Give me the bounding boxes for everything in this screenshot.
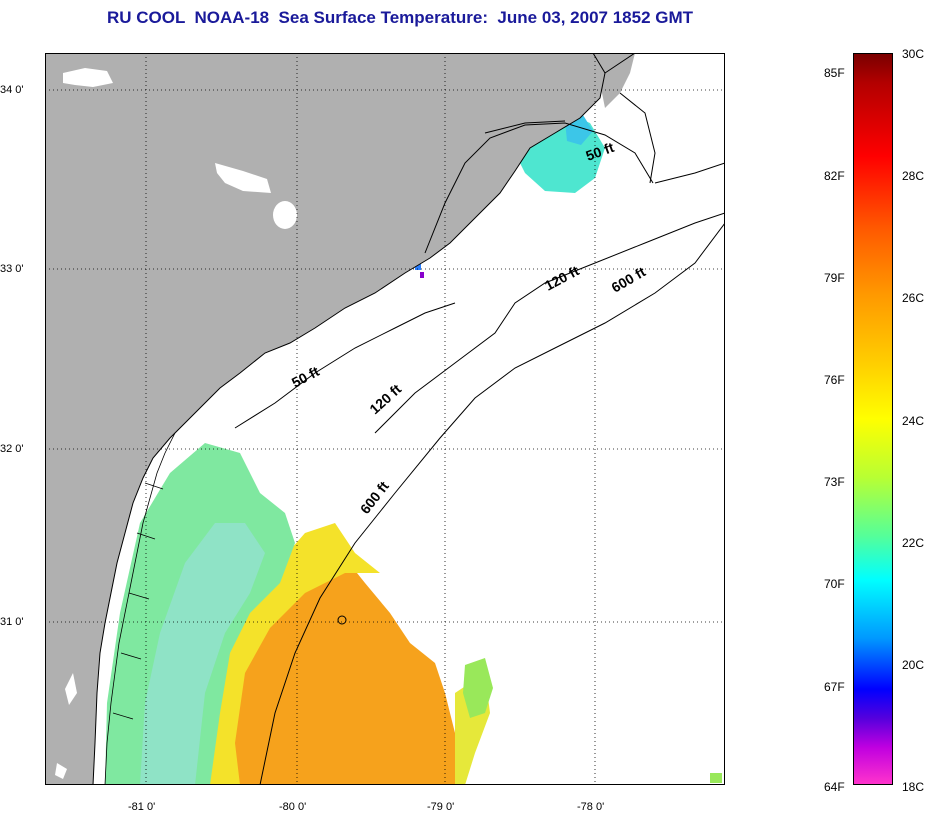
cape-shoreline [484, 53, 725, 184]
sst-nearshore-cyan [140, 523, 265, 785]
coastline [92, 53, 606, 785]
sst-offshore-green [463, 658, 493, 718]
inland-lake [215, 163, 271, 193]
inland-lake [273, 201, 297, 229]
map-title: RU COOL NOAA-18 Sea Surface Temperature:… [106, 8, 694, 27]
colorbar-label-c: 24C [902, 414, 925, 428]
lat-label-34: 34 0' [0, 84, 24, 96]
colorbar-label-c: 28C [902, 169, 925, 183]
colorbar-label-f: 67F [824, 680, 845, 694]
isobath-120ft [374, 212, 725, 434]
lon-label-78: -78 0' [577, 801, 605, 813]
colorbar-label-f: 76F [824, 373, 845, 387]
lon-label-79: -79 0' [427, 801, 455, 813]
lon-label-80: -80 0' [279, 801, 307, 813]
colorbar-label-c: 26C [902, 291, 925, 305]
buoy-marker [337, 615, 347, 625]
colorbar-label-f: 70F [824, 577, 845, 591]
coastline-marsh [104, 432, 176, 785]
land-mass [45, 53, 605, 785]
sst-corner-green [710, 773, 722, 783]
land-northeast [593, 53, 635, 108]
colorbar-label-c: 20C [902, 658, 925, 672]
colorbar-label-f: 79F [824, 271, 845, 285]
colorbar-label-c: 30C [902, 47, 925, 61]
inland-lake [63, 68, 113, 87]
lat-label-31: 31 0' [0, 616, 24, 628]
temperature-colorbar [853, 53, 893, 785]
colorbar-label-f: 64F [824, 780, 845, 794]
sst-map: 50 ft 50 ft 120 ft 120 ft 600 ft 600 ft [45, 53, 725, 785]
lat-label-32: 32 0' [0, 443, 24, 455]
colorbar-label-c: 18C [902, 780, 925, 794]
lat-label-33: 33 0' [0, 263, 24, 275]
isobath-600ft [259, 222, 725, 785]
lon-label-81: -81 0' [128, 801, 156, 813]
isobath-50ft-south [234, 302, 456, 429]
inland-lake [65, 673, 77, 705]
map-frame [45, 53, 725, 785]
inland-lake [55, 763, 67, 779]
isobath-50ft-north [424, 122, 654, 254]
colorbar-label-f: 82F [824, 169, 845, 183]
colorbar-label-c: 22C [902, 536, 925, 550]
colorbar-label-f: 85F [824, 66, 845, 80]
colorbar-label-f: 73F [824, 475, 845, 489]
sst-inlet-purple [420, 272, 424, 278]
